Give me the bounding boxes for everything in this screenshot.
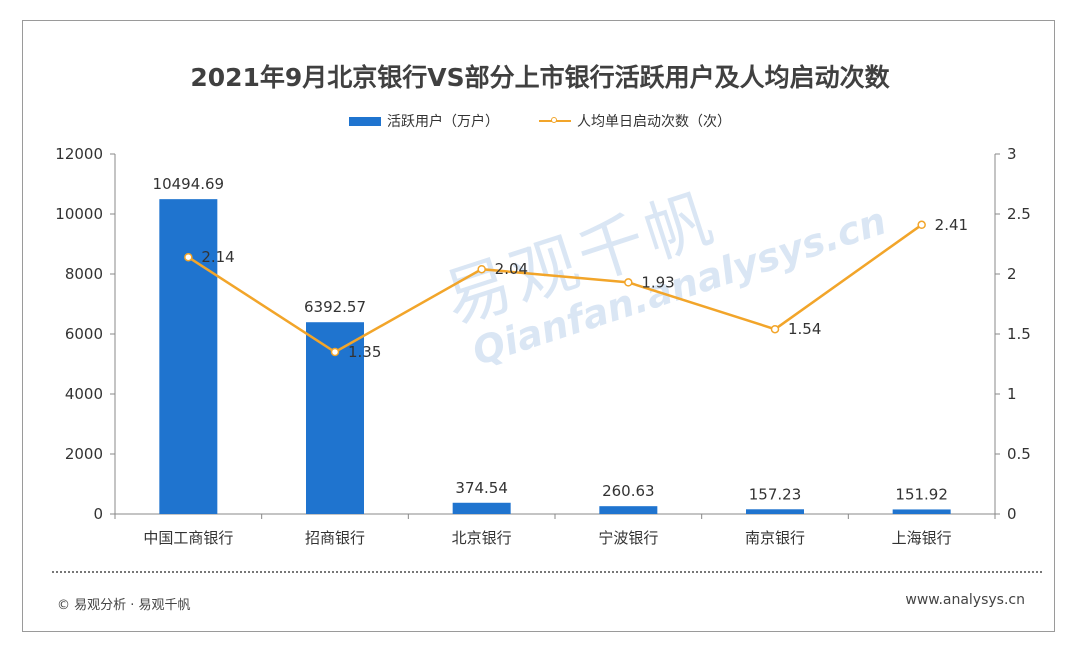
- bar: [159, 199, 218, 514]
- line-value-label: 1.35: [348, 343, 381, 361]
- line-point: [624, 278, 633, 287]
- x-tick-label: 上海银行: [892, 529, 952, 547]
- x-tick-label: 南京银行: [745, 529, 805, 547]
- y-tick-label-left: 6000: [65, 325, 103, 343]
- y-tick-label-left: 10000: [55, 205, 103, 223]
- y-tick-label-right: 3: [1007, 145, 1017, 163]
- line-value-label: 2.14: [201, 248, 234, 266]
- x-tick-label: 中国工商银行: [143, 529, 233, 547]
- line-point: [477, 264, 486, 274]
- y-tick-label-right: 0.5: [1007, 445, 1031, 463]
- y-tick-label-right: 0: [1007, 505, 1017, 523]
- bar-value-label: 10494.69: [153, 175, 225, 193]
- legend-line-label: 人均单日启动次数（次）: [577, 114, 731, 130]
- y-tick-label-right: 1: [1007, 385, 1017, 403]
- line-point: [770, 324, 780, 334]
- line-value-label: 2.41: [935, 216, 968, 234]
- source-text: © 易观分析 · 易观千帆: [57, 598, 191, 613]
- legend-bar-label: 活跃用户（万户）: [387, 114, 499, 130]
- x-tick-label: 招商银行: [305, 529, 365, 547]
- legend-line-swatch: [539, 117, 571, 123]
- line-value-label: 1.93: [641, 273, 674, 291]
- source-url: www.analysys.cn: [905, 592, 1025, 608]
- y-tick-label-left: 8000: [65, 265, 103, 283]
- chart-title: 2021年9月北京银行VS部分上市银行活跃用户及人均启动次数: [190, 63, 890, 92]
- line-series: [187, 223, 923, 354]
- y-tick-label-left: 4000: [65, 385, 103, 403]
- line-value-label: 2.04: [495, 260, 528, 278]
- chart-legend: 活跃用户（万户） 人均单日启动次数（次）: [0, 110, 1080, 132]
- y-tick-label-right: 1.5: [1007, 325, 1031, 343]
- bar-value-label: 151.92: [895, 485, 948, 503]
- bar: [746, 509, 804, 514]
- y-tick-label-right: 2: [1007, 265, 1017, 283]
- footer-divider: [52, 571, 1042, 573]
- line-value-label: 1.54: [788, 320, 821, 338]
- legend-item-bar: 活跃用户（万户）: [349, 111, 499, 131]
- bar: [452, 502, 511, 514]
- x-tick-label: 宁波银行: [598, 529, 658, 547]
- bar-value-label: 6392.57: [304, 298, 366, 316]
- bar-value-label: 374.54: [455, 479, 508, 497]
- line-point: [330, 347, 340, 357]
- y-tick-label-left: 0: [93, 505, 103, 523]
- line-point: [184, 252, 193, 262]
- bar: [599, 506, 658, 514]
- y-tick-label-right: 2.5: [1007, 205, 1031, 223]
- bar-value-label: 260.63: [602, 482, 655, 500]
- y-tick-label-left: 2000: [65, 445, 103, 463]
- y-tick-label-left: 12000: [55, 145, 103, 163]
- bar: [892, 509, 951, 514]
- legend-item-line: 人均单日启动次数（次）: [539, 111, 731, 131]
- legend-bar-swatch: [349, 116, 381, 126]
- bar-value-label: 157.23: [749, 485, 802, 503]
- line-point: [917, 220, 926, 230]
- x-tick-label: 北京银行: [452, 529, 512, 547]
